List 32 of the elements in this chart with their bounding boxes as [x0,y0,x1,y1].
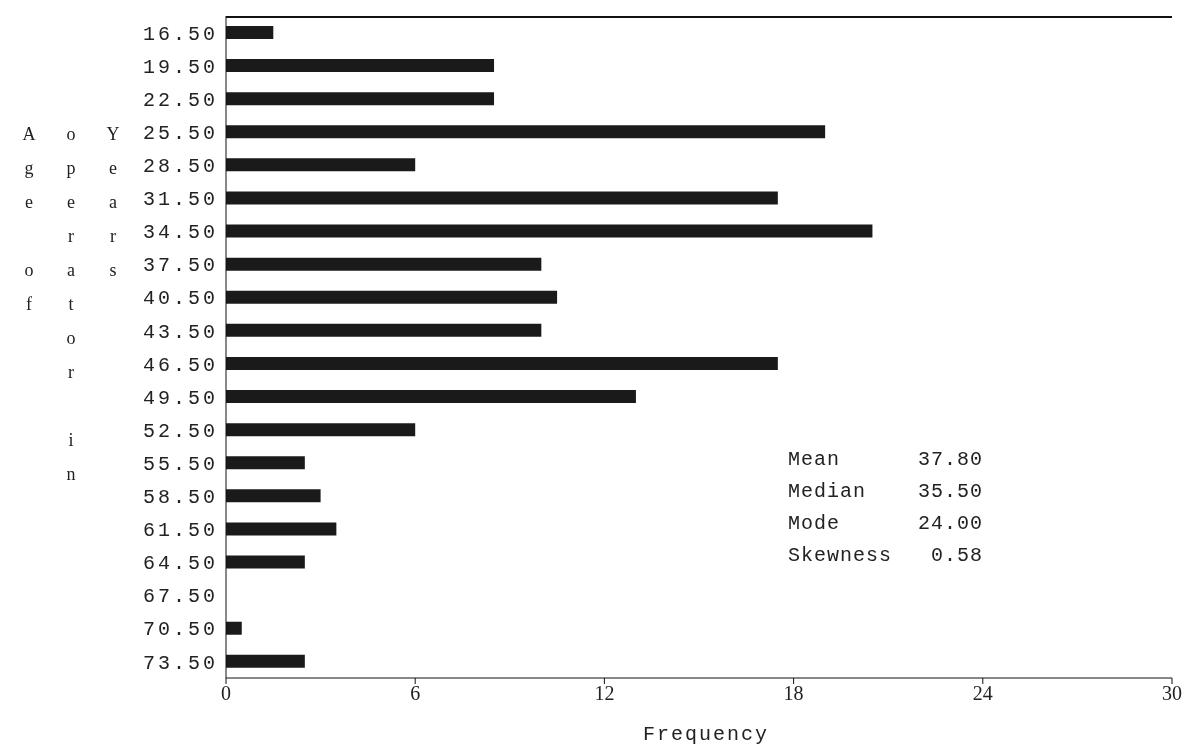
y-tick-label: 61.50 [142,519,218,543]
y-tick-label: 16.50 [142,22,218,46]
x-tick-label: 24 [972,682,993,705]
text: Age of operator in Years [19,124,123,498]
y-tick-label: 52.50 [142,419,218,443]
y-tick-label: 31.50 [142,188,218,212]
y-tick-label: 55.50 [142,452,218,476]
y-tick-label: 49.50 [142,386,218,410]
y-tick-label: 67.50 [142,585,218,609]
y-tick-label: 70.50 [142,618,218,642]
y-tick-label: 40.50 [142,287,218,311]
y-tick-label: 73.50 [142,651,218,675]
y-tick-label: 25.50 [142,121,218,145]
y-tick-label: 58.50 [142,486,218,510]
y-tick-label: 19.50 [142,55,218,79]
x-tick-label: 30 [1162,682,1182,705]
x-tick-label: 12 [594,682,615,705]
y-tick-label: 37.50 [142,254,218,278]
y-tick-label: 28.50 [142,155,218,179]
x-tick-label: 0 [221,682,231,705]
y-tick-label: 46.50 [142,353,218,377]
x-tick-label: 18 [783,682,804,705]
y-tick-label: 64.50 [142,552,218,576]
x-axis-title: Frequency [642,723,770,746]
y-tick-label: 43.50 [142,320,218,344]
y-tick-label: 22.50 [142,88,218,112]
annotation: Skewness 0.58 [788,543,984,569]
annotation: Mean 37.80 [788,447,984,473]
annotation: Median 35.50 [788,479,984,505]
y-tick-label: 34.50 [142,221,218,245]
x-tick-label: 6 [410,682,421,705]
annotation: Mode 24.00 [788,511,984,537]
